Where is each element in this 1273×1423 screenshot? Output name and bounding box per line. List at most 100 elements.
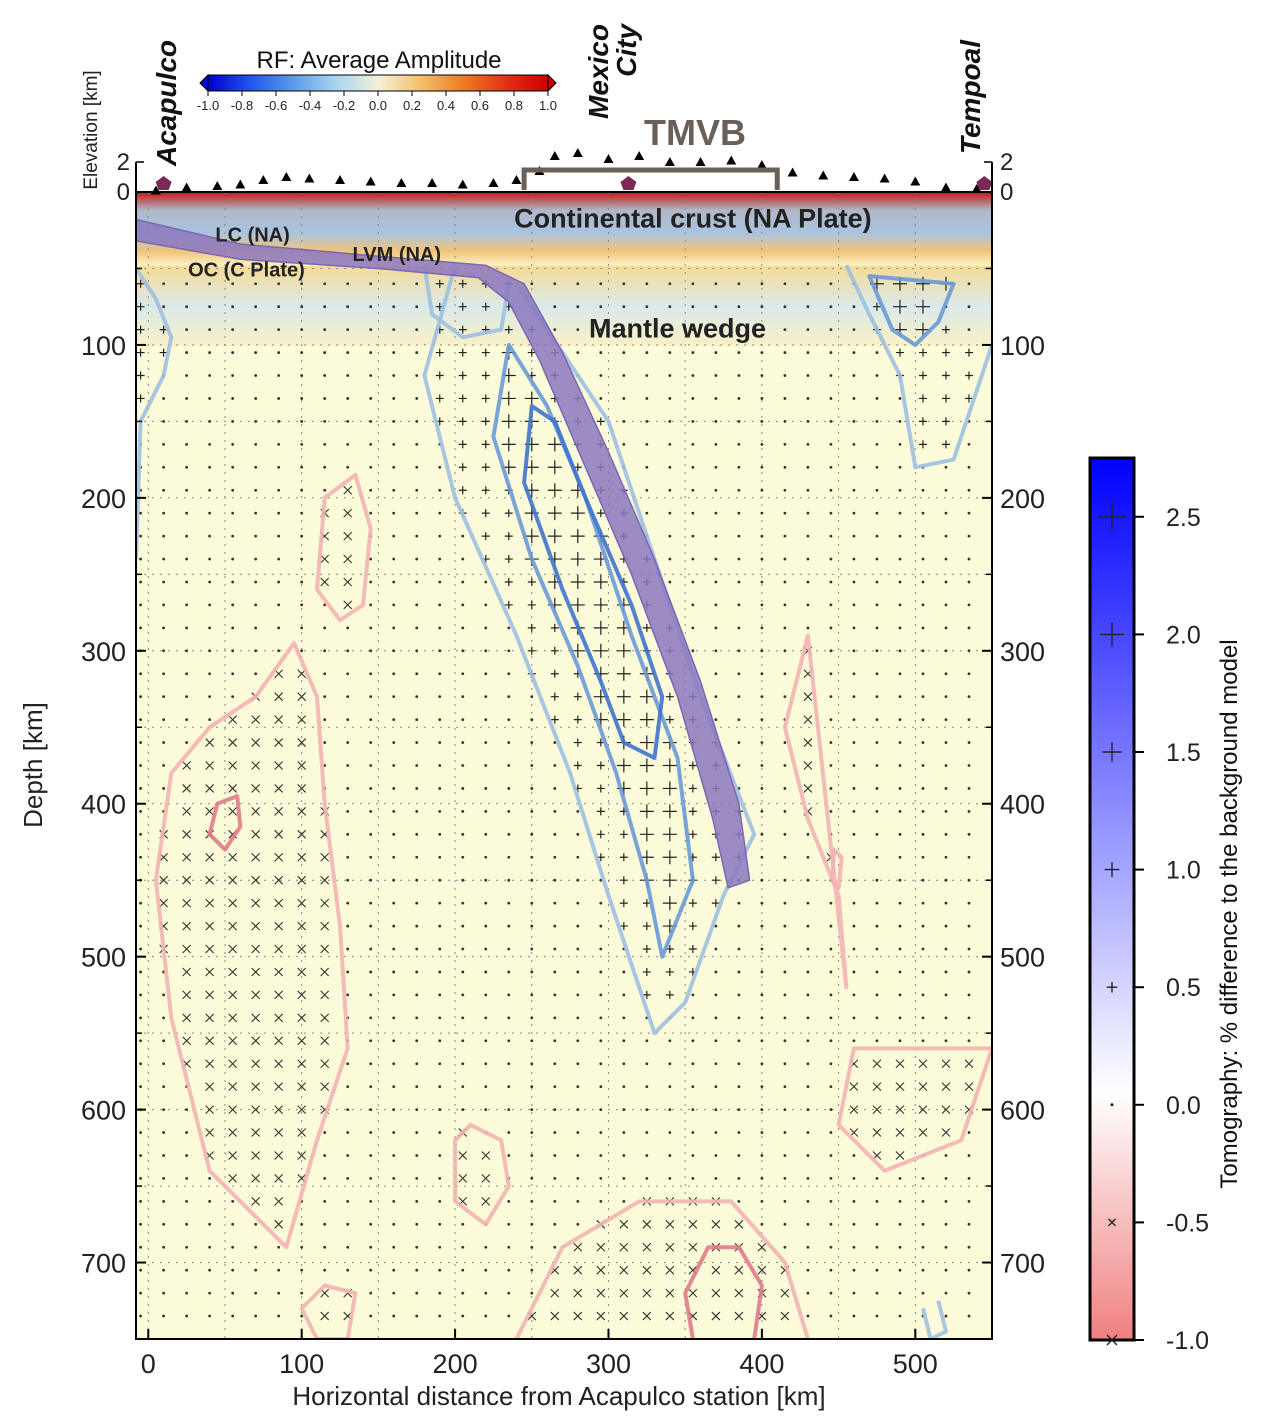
dot-symbol	[783, 1039, 787, 1043]
topography-marker	[910, 176, 921, 186]
cross-symbol	[228, 1082, 238, 1092]
cross-symbol	[734, 1288, 744, 1298]
dot-symbol	[806, 947, 810, 951]
plus-symbol	[665, 967, 674, 976]
plus-symbol	[458, 440, 467, 449]
dot-symbol	[323, 442, 327, 446]
cross-symbol	[274, 1128, 284, 1137]
dot-symbol	[852, 351, 856, 354]
cross-symbol	[251, 806, 261, 816]
dot-symbol	[277, 465, 281, 469]
dot-symbol	[369, 947, 373, 951]
dot-symbol	[691, 305, 695, 309]
dot-symbol	[277, 1268, 281, 1272]
dot-symbol	[208, 695, 212, 699]
dot-symbol	[277, 511, 281, 515]
dot-symbol	[783, 420, 787, 423]
dot-symbol	[415, 351, 419, 354]
dot-symbol	[185, 580, 189, 584]
dot-symbol	[254, 1245, 258, 1249]
dot-symbol	[346, 741, 350, 744]
dot-symbol	[300, 1222, 304, 1226]
dot-symbol	[898, 1039, 902, 1043]
x-tick-label: 500	[893, 1349, 938, 1379]
dot-symbol	[622, 1039, 626, 1043]
dot-symbol	[162, 1177, 166, 1180]
dot-symbol	[944, 718, 948, 722]
dot-symbol	[530, 809, 534, 813]
dot-symbol	[231, 695, 235, 699]
dot-symbol	[829, 809, 833, 813]
dot-symbol	[829, 787, 833, 790]
plus-symbol	[570, 529, 585, 544]
dot-symbol	[323, 328, 327, 332]
dot-symbol	[921, 947, 925, 951]
dot-symbol	[645, 351, 649, 354]
plus-symbol	[593, 643, 608, 658]
dot-symbol	[392, 1291, 396, 1295]
dot-symbol	[461, 1085, 465, 1089]
plus-symbol	[619, 922, 628, 931]
dot-symbol	[760, 855, 764, 859]
dot-symbol	[760, 718, 764, 722]
cross-symbol	[895, 1082, 905, 1092]
dot-symbol	[967, 878, 971, 882]
dot-symbol	[944, 1222, 948, 1226]
dot-symbol	[829, 488, 833, 492]
cross-symbol	[297, 829, 307, 839]
dot-symbol	[576, 947, 580, 951]
dot-symbol	[760, 832, 764, 836]
dot-symbol	[185, 1154, 189, 1157]
cross-symbol	[895, 1151, 905, 1160]
dot-symbol	[921, 580, 925, 584]
dot-symbol	[852, 1039, 856, 1043]
dot-symbol	[415, 1085, 419, 1089]
plus-symbol	[550, 646, 559, 655]
dot-symbol	[162, 1131, 166, 1134]
dot-symbol	[323, 488, 327, 492]
plus-symbol	[136, 279, 145, 288]
tomo-plus-symbol	[1097, 502, 1127, 532]
dot-symbol	[691, 511, 695, 515]
cross-symbol	[343, 600, 353, 610]
dot-symbol	[208, 465, 212, 469]
dot-symbol	[645, 328, 649, 332]
dot-symbol	[645, 511, 649, 515]
dot-symbol	[714, 557, 718, 561]
dot-symbol	[208, 397, 212, 400]
dot-symbol	[139, 695, 143, 699]
dot-symbol	[645, 465, 649, 469]
dot-symbol	[415, 970, 419, 974]
dot-symbol	[300, 649, 304, 653]
dot-symbol	[599, 305, 603, 309]
dot-symbol	[369, 809, 373, 813]
cross-symbol	[228, 1059, 238, 1069]
dot-symbol	[967, 534, 971, 538]
dot-symbol	[760, 442, 764, 446]
dot-symbol	[185, 420, 189, 423]
dot-symbol	[806, 557, 810, 561]
dot-symbol	[139, 787, 143, 790]
plus-symbol	[619, 830, 628, 839]
dot-symbol	[415, 855, 419, 859]
dot-symbol	[875, 465, 879, 469]
dot-symbol	[967, 465, 971, 469]
plus-symbol	[616, 666, 631, 681]
dot-symbol	[852, 970, 856, 974]
dot-symbol	[438, 626, 442, 630]
cross-symbol	[872, 1128, 882, 1137]
rf-tick-label: -0.6	[265, 98, 287, 113]
cross-symbol	[182, 761, 192, 770]
cross-symbol	[274, 806, 284, 816]
dot-symbol	[760, 557, 764, 561]
dot-symbol	[530, 1039, 534, 1043]
dot-symbol	[369, 855, 373, 859]
plus-symbol	[481, 348, 490, 357]
dot-symbol	[323, 1177, 327, 1180]
dot-symbol	[323, 420, 327, 423]
dot-symbol	[714, 397, 718, 400]
dot-symbol	[668, 488, 672, 492]
plus-symbol	[573, 738, 582, 747]
cross-symbol	[918, 1128, 928, 1137]
